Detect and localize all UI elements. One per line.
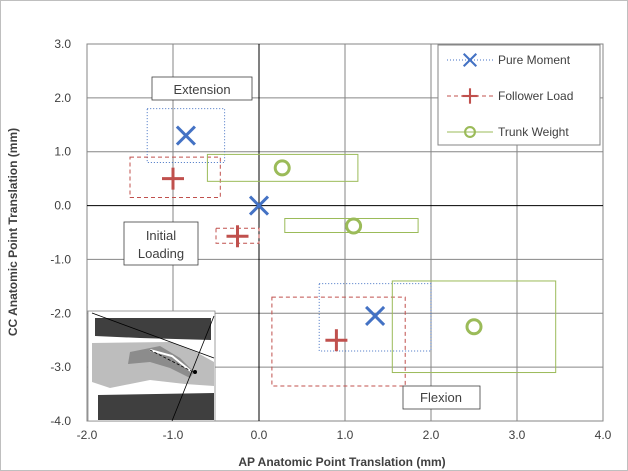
y-tick-label: -4.0 xyxy=(50,414,71,428)
range-box-plus xyxy=(271,296,406,387)
range-box-plus xyxy=(129,156,221,198)
range-box-circle xyxy=(391,280,557,374)
x-tick-label: 0.0 xyxy=(251,428,268,442)
annotations: Extension Initial Loading Flexion xyxy=(123,76,481,410)
y-tick-label: 0.0 xyxy=(54,199,71,213)
x-tick-label: 2.0 xyxy=(423,428,440,442)
legend-label: Follower Load xyxy=(498,89,573,103)
point-circle xyxy=(345,217,363,235)
y-axis-label: CC Anatomic Point Translation (mm) xyxy=(6,128,20,336)
point-circle xyxy=(465,318,483,336)
point-plus xyxy=(226,225,249,248)
annotation-loading: Loading xyxy=(138,246,184,261)
point-circle xyxy=(273,159,291,177)
x-tick-label: -2.0 xyxy=(77,428,98,442)
spine-inset-image xyxy=(87,310,216,422)
x-tick-label: 1.0 xyxy=(337,428,354,442)
legend-marker xyxy=(462,52,478,68)
range-box-circle xyxy=(206,153,359,182)
y-tick-label: -1.0 xyxy=(50,252,71,266)
x-tick-label: 3.0 xyxy=(509,428,526,442)
x-axis-label: AP Anatomic Point Translation (mm) xyxy=(238,455,445,469)
legend: Pure Moment Follower Load Trunk Weight xyxy=(437,44,601,146)
y-tick-label: 1.0 xyxy=(54,145,71,159)
range-box-x xyxy=(318,283,432,352)
x-tick-label: -1.0 xyxy=(163,428,184,442)
point-plus xyxy=(162,167,184,190)
legend-label: Pure Moment xyxy=(498,53,571,67)
x-tick-label: 4.0 xyxy=(595,428,612,442)
point-plus xyxy=(325,329,348,352)
y-tick-label: -2.0 xyxy=(50,306,71,320)
y-tick-label: 2.0 xyxy=(54,91,71,105)
legend-marker xyxy=(462,88,478,104)
point-x xyxy=(175,125,196,146)
annotation-extension: Extension xyxy=(173,82,230,97)
point-x xyxy=(248,195,270,216)
y-tick-label: -3.0 xyxy=(50,360,71,374)
annotation-flexion: Flexion xyxy=(420,390,462,405)
legend-marker xyxy=(464,126,476,138)
annotation-initial: Initial xyxy=(146,228,176,243)
y-tick-label: 3.0 xyxy=(54,37,71,51)
legend-label: Trunk Weight xyxy=(498,125,569,139)
point-x xyxy=(365,305,386,327)
